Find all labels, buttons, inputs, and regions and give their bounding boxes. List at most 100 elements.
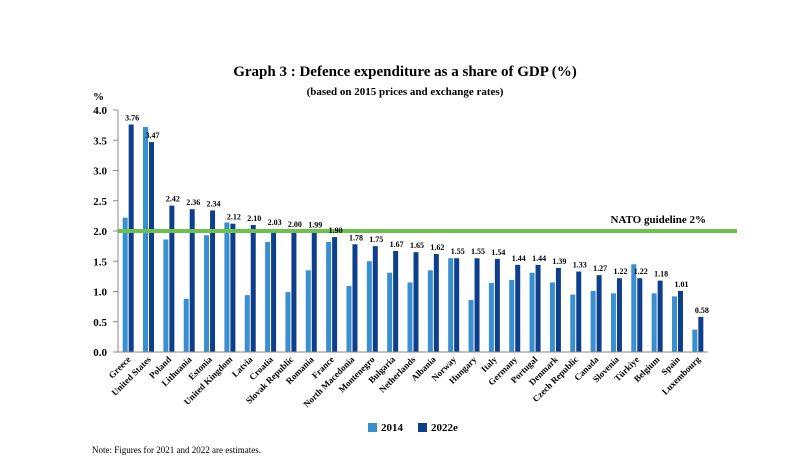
bar-2014-germany [509, 280, 515, 352]
bar-2014-luxembourg [692, 329, 698, 352]
bar-2014-belgium [651, 293, 657, 352]
bar-2022e-netherlands [413, 252, 419, 352]
bar-2014-bulgaria [387, 272, 393, 352]
data-label: 1.90 [329, 226, 343, 235]
bar-2022e-poland [169, 205, 175, 352]
data-label: 3.76 [125, 114, 139, 123]
y-axis-ticks: 0.0 0.5 1.0 1.5 2.0 2.5 3.0 3.5 4.0 [93, 105, 118, 359]
bar-2014-croatia [265, 241, 271, 352]
bar-2022e-norway [454, 258, 460, 352]
legend-swatch-2014 [368, 423, 377, 432]
chart-title: Graph 3 : Defence expenditure as a share… [233, 64, 577, 80]
bar-2014-slovak-republic [285, 292, 291, 352]
data-label: 1.55 [471, 247, 485, 256]
data-label: 1.78 [349, 233, 363, 242]
nato-guideline: NATO guideline 2% [118, 214, 737, 233]
y-tick-label: 0.5 [93, 317, 107, 329]
guideline-label: NATO guideline 2% [610, 214, 706, 226]
data-label: 1.75 [369, 235, 383, 244]
bar-2014-romania [305, 270, 311, 352]
bar-2022e-montenegro [372, 246, 378, 352]
bar-2014-netherlands [407, 282, 413, 352]
bar-2022e-france [332, 237, 338, 352]
bar-2022e-united-states [149, 142, 155, 352]
y-tick-label: 1.0 [93, 287, 107, 299]
bar-2014-denmark [549, 282, 555, 352]
bar-2022e-albania [433, 253, 439, 352]
bar-2014-canada [590, 290, 596, 352]
bar-2022e-slovak-republic [291, 231, 297, 352]
bar-2014-united-states [143, 126, 149, 352]
data-label: 2.34 [207, 199, 221, 208]
bar-2022e-romania [311, 231, 317, 352]
bar-2022e-denmark [555, 267, 561, 352]
bar-2014-hungary [468, 299, 474, 352]
bar-2014-poland [163, 239, 169, 352]
bar-2014-france [326, 241, 332, 352]
chart-subtitle: (based on 2015 prices and exchange rates… [307, 86, 504, 98]
data-label: 2.00 [288, 220, 302, 229]
bar-2014-norway [448, 258, 454, 352]
data-label: 1.67 [390, 240, 404, 249]
legend-label-2014: 2014 [381, 422, 404, 434]
data-label: 1.54 [491, 248, 505, 257]
y-tick-label: 0.0 [93, 347, 107, 359]
data-label: 2.36 [186, 198, 200, 207]
data-label: 1.39 [552, 257, 566, 266]
bar-2022e-luxembourg [698, 316, 704, 352]
legend-label-2022e: 2022e [431, 422, 458, 434]
bar-2022e-estonia [210, 210, 216, 352]
data-label: 1.55 [451, 247, 465, 256]
bar-2022e-latvia [250, 224, 256, 352]
data-label: 1.27 [593, 264, 607, 273]
bar-2014-türkiye [631, 264, 637, 352]
bar-2014-italy [488, 283, 494, 352]
bar-2014-portugal [529, 272, 535, 352]
data-label: 2.03 [268, 218, 282, 227]
data-label: 1.44 [512, 254, 526, 263]
bar-2022e-spain [677, 290, 683, 352]
data-label: 2.10 [247, 214, 261, 223]
footnote: Note: Figures for 2021 and 2022 are esti… [92, 445, 261, 455]
bar-2014-greece [122, 217, 128, 352]
data-label: 1.62 [430, 243, 444, 252]
bar-2014-estonia [204, 235, 210, 352]
legend: 2014 2022e [368, 422, 458, 434]
y-tick-label: 3.5 [93, 135, 107, 147]
bar-2022e-croatia [271, 229, 277, 352]
bar-2022e-greece [128, 124, 134, 353]
bar-2022e-lithuania [189, 209, 195, 352]
bar-2014-united-kingdom [224, 222, 230, 352]
bars-group [122, 124, 704, 353]
bar-2022e-italy [494, 258, 500, 352]
bar-2014-spain [671, 296, 677, 352]
data-label: 1.99 [308, 221, 322, 230]
bar-2022e-bulgaria [393, 250, 399, 352]
bar-2022e-belgium [657, 280, 663, 352]
y-tick-label: 3.0 [93, 166, 107, 178]
bar-2014-latvia [244, 295, 250, 352]
data-label: 1.18 [654, 270, 668, 279]
data-label: 1.33 [573, 261, 587, 270]
bar-2014-czech-republic [570, 294, 576, 352]
y-tick-label: 2.5 [93, 196, 107, 208]
data-label: 1.01 [674, 280, 688, 289]
bar-2022e-hungary [474, 258, 480, 352]
bar-2014-slovenia [610, 293, 616, 352]
bar-2022e-türkiye [637, 278, 643, 352]
bar-2022e-slovenia [616, 278, 622, 352]
y-axis-unit-label: % [93, 91, 104, 103]
data-label: 2.42 [166, 195, 180, 204]
bar-2022e-czech-republic [576, 271, 582, 352]
data-label: 1.65 [410, 241, 424, 250]
bar-2022e-united-kingdom [230, 223, 236, 352]
bar-2022e-north-macedonia [352, 244, 358, 352]
bar-2022e-portugal [535, 264, 541, 352]
data-label: 1.22 [613, 267, 627, 276]
y-tick-label: 4.0 [93, 105, 107, 117]
bar-2022e-canada [596, 275, 602, 352]
y-tick-label: 1.5 [93, 256, 107, 268]
legend-swatch-2022e [418, 423, 427, 432]
